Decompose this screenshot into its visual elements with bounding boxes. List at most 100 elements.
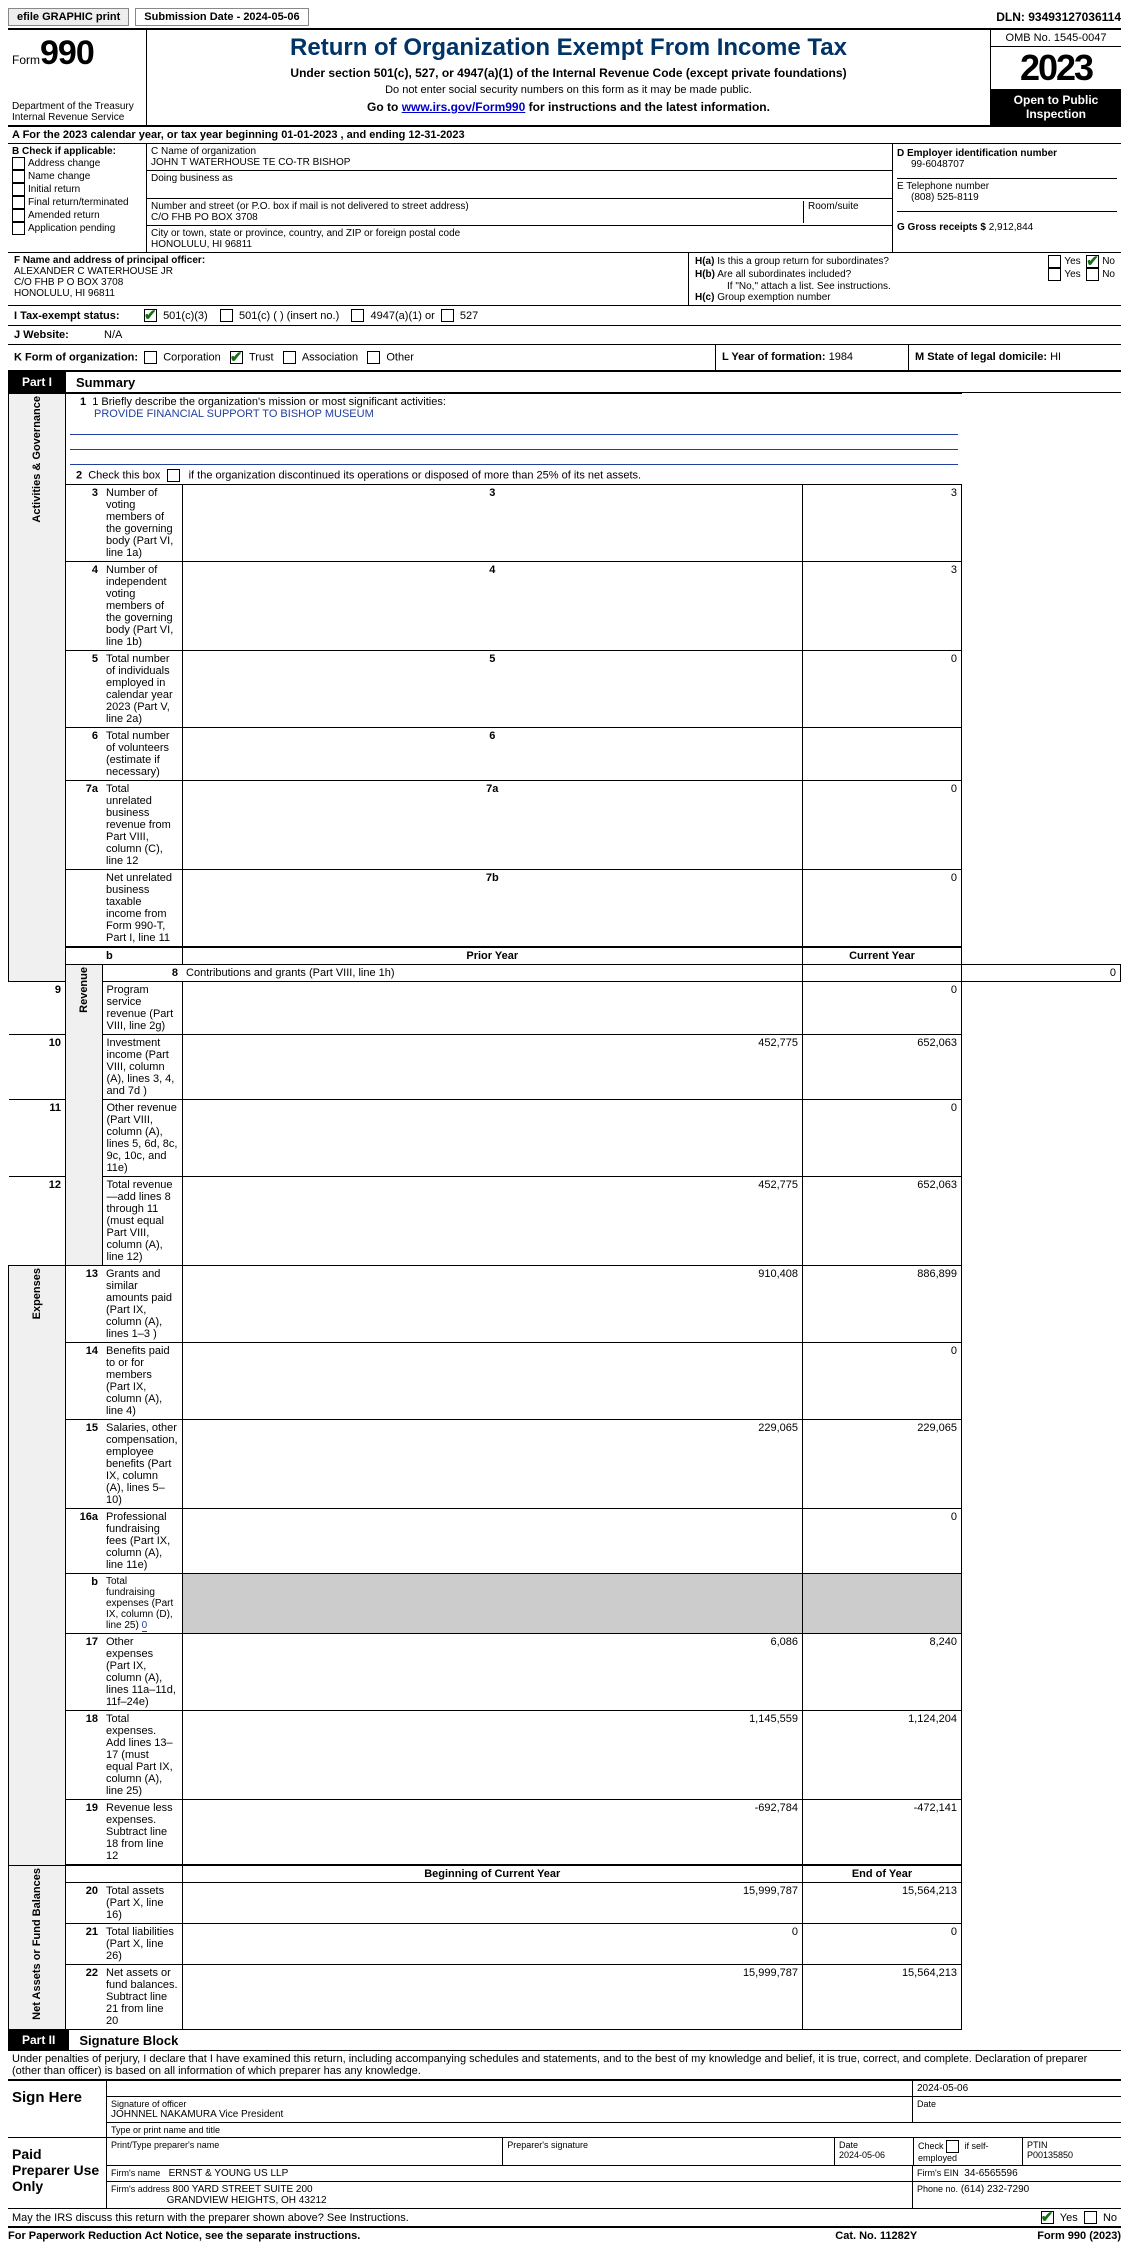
line-3-value: 3: [803, 485, 962, 562]
check-name-change[interactable]: [12, 170, 25, 183]
check-final-return[interactable]: [12, 196, 25, 209]
line-19-current: -472,141: [803, 1800, 962, 1866]
firm-addr1: 800 YARD STREET SUITE 200: [173, 2184, 313, 2195]
current-year-header: Current Year: [803, 947, 962, 965]
check-address-change[interactable]: [12, 157, 25, 170]
org-name-label: C Name of organization: [151, 146, 888, 157]
line-16a-current: 0: [803, 1509, 962, 1574]
form-header: Form990 Department of the Treasury Inter…: [8, 30, 1121, 127]
dept-treasury: Department of the Treasury: [12, 101, 142, 112]
hb-no-check[interactable]: [1086, 268, 1099, 281]
line-7a-value: 0: [803, 781, 962, 870]
check-trust[interactable]: [230, 351, 243, 364]
officer-addr2: HONOLULU, HI 96811: [14, 288, 682, 299]
line-15-prior: 229,065: [182, 1420, 802, 1509]
line-16b-value: 0: [142, 1620, 148, 1632]
officer-addr1: C/O FHB P O BOX 3708: [14, 277, 682, 288]
website-value: N/A: [104, 329, 122, 341]
line-14-current: 0: [803, 1343, 962, 1420]
check-discontinued[interactable]: [167, 469, 180, 482]
state-domicile: HI: [1050, 351, 1061, 363]
row-j-website: J Website: N/A: [8, 326, 1121, 345]
end-year-header: End of Year: [803, 1865, 962, 1883]
discuss-yes-check[interactable]: [1041, 2211, 1054, 2224]
room-suite-label: Room/suite: [804, 201, 888, 223]
part-2-header: Part II Signature Block: [8, 2030, 1121, 2051]
summary-table: Activities & Governance 1 1 Briefly desc…: [8, 393, 1121, 2030]
section-net-assets-label: Net Assets or Fund Balances: [31, 1868, 43, 2020]
check-corporation[interactable]: [144, 351, 157, 364]
section-bcd: B Check if applicable: Address change Na…: [8, 144, 1121, 253]
discuss-row: May the IRS discuss this return with the…: [8, 2209, 1121, 2228]
section-governance-label: Activities & Governance: [31, 396, 43, 523]
line-4-value: 3: [803, 562, 962, 651]
preparer-sig-label: Preparer's signature: [503, 2138, 835, 2165]
check-association[interactable]: [283, 351, 296, 364]
check-amended[interactable]: [12, 209, 25, 222]
efile-print-button[interactable]: efile GRAPHIC print: [8, 8, 129, 26]
form-title: Return of Organization Exempt From Incom…: [155, 34, 982, 62]
preparer-date: 2024-05-06: [839, 2150, 885, 2160]
check-527[interactable]: [441, 309, 454, 322]
line-22-begin: 15,999,787: [182, 1965, 802, 2030]
firm-name: ERNST & YOUNG US LLP: [169, 2168, 289, 2179]
discuss-no-check[interactable]: [1084, 2211, 1097, 2224]
section-revenue-label: Revenue: [78, 967, 90, 1013]
phone-label: E Telephone number: [897, 181, 1117, 192]
line-22-end: 15,564,213: [803, 1965, 962, 2030]
ha-no-check[interactable]: [1086, 255, 1099, 268]
irs-label: Internal Revenue Service: [12, 112, 142, 123]
officer-name: ALEXANDER C WATERHOUSE JR: [14, 266, 682, 277]
open-inspection: Open to Public Inspection: [991, 89, 1121, 125]
mission-text: PROVIDE FINANCIAL SUPPORT TO BISHOP MUSE…: [70, 408, 958, 420]
part-1-header: Part I Summary: [8, 372, 1121, 393]
tax-year: 2023: [991, 47, 1121, 89]
address-value: C/O FHB PO BOX 3708: [151, 212, 799, 223]
line-17-prior: 6,086: [182, 1634, 802, 1711]
form-subtitle-3: Go to www.irs.gov/Form990 for instructio…: [155, 100, 982, 114]
omb-number: OMB No. 1545-0047: [991, 30, 1121, 47]
officer-signature-name: JOHNNEL NAKAMURA Vice President: [111, 2109, 908, 2120]
form-number: Form990: [12, 34, 142, 73]
line-20-end: 15,564,213: [803, 1883, 962, 1924]
box-b-title: B Check if applicable:: [12, 146, 142, 157]
check-self-employed[interactable]: [946, 2140, 959, 2153]
hb-yes-check[interactable]: [1048, 268, 1061, 281]
year-formation: 1984: [829, 351, 853, 363]
line-9-current: 0: [803, 982, 962, 1035]
city-label: City or town, state or province, country…: [151, 228, 888, 239]
line-a-tax-year: A For the 2023 calendar year, or tax yea…: [8, 127, 1121, 144]
line-13-current: 886,899: [803, 1266, 962, 1343]
submission-date: Submission Date - 2024-05-06: [135, 8, 308, 26]
top-bar: efile GRAPHIC print Submission Date - 20…: [8, 8, 1121, 30]
perjury-statement: Under penalties of perjury, I declare th…: [8, 2051, 1121, 2079]
ptin-value: P00135850: [1027, 2150, 1073, 2160]
phone-value: (808) 525-8119: [897, 192, 1117, 203]
line-20-begin: 15,999,787: [182, 1883, 802, 1924]
section-expenses-label: Expenses: [31, 1268, 43, 1319]
preparer-name-label: Print/Type preparer's name: [107, 2138, 503, 2165]
sign-here-block: Sign Here 2024-05-06 Signature of office…: [8, 2079, 1121, 2138]
prior-year-header: Prior Year: [182, 947, 802, 965]
check-4947[interactable]: [351, 309, 364, 322]
row-i-tax-status: I Tax-exempt status: 501(c)(3) 501(c) ( …: [8, 306, 1121, 326]
ha-label: H(a) Is this a group return for subordin…: [695, 256, 1048, 267]
address-label: Number and street (or P.O. box if mail i…: [151, 201, 799, 212]
check-501c3[interactable]: [144, 309, 157, 322]
line-11-current: 0: [803, 1100, 962, 1177]
check-501c[interactable]: [220, 309, 233, 322]
line-13-prior: 910,408: [182, 1266, 802, 1343]
check-other[interactable]: [367, 351, 380, 364]
line-21-end: 0: [803, 1924, 962, 1965]
section-fh: F Name and address of principal officer:…: [8, 253, 1121, 306]
cat-no: Cat. No. 11282Y: [835, 2230, 917, 2242]
irs-link[interactable]: www.irs.gov/Form990: [402, 100, 526, 114]
receipts-label: G Gross receipts $: [897, 222, 986, 233]
check-initial-return[interactable]: [12, 183, 25, 196]
ha-yes-check[interactable]: [1048, 255, 1061, 268]
line-18-prior: 1,145,559: [182, 1711, 802, 1800]
line-10-prior: 452,775: [182, 1035, 802, 1100]
form-subtitle-1: Under section 501(c), 527, or 4947(a)(1)…: [155, 66, 982, 80]
hc-label: H(c) Group exemption number: [695, 292, 1115, 303]
check-application-pending[interactable]: [12, 222, 25, 235]
